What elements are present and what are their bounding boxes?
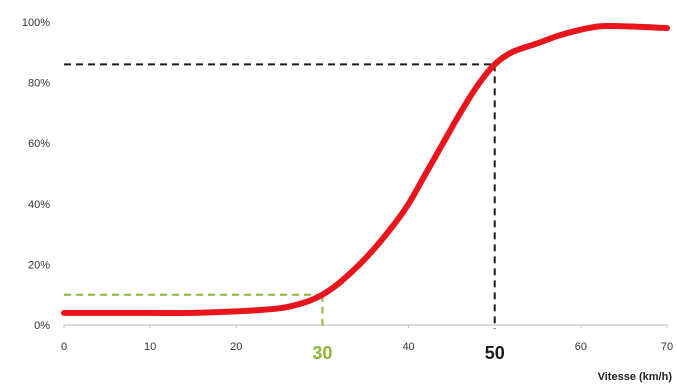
- y-tick-label: 100%: [22, 17, 50, 29]
- x-tick-label: 40: [402, 341, 414, 353]
- x-tick-label: 20: [230, 341, 242, 353]
- x-axis-title: Vitesse (km/h): [598, 371, 673, 383]
- x-tick-label: 70: [661, 341, 673, 353]
- annotation-label: 30: [312, 343, 332, 363]
- series-line: [61, 22, 670, 316]
- x-axis-ticks: 0 10 20 40 60 70: [61, 325, 673, 353]
- annotation-labels: 30 50: [312, 343, 504, 363]
- y-tick-label: 0%: [34, 320, 50, 332]
- y-tick-label: 20%: [28, 259, 50, 271]
- guide-lines: [64, 63, 496, 329]
- y-tick-label: 80%: [28, 78, 50, 90]
- y-tick-label: 60%: [28, 138, 50, 150]
- x-tick-label: 0: [61, 341, 67, 353]
- y-axis-ticks: 0% 20% 40% 60% 80% 100%: [22, 17, 50, 332]
- annotation-label: 50: [485, 343, 505, 363]
- x-tick-label: 10: [144, 341, 156, 353]
- x-tick-label: 60: [575, 341, 587, 353]
- y-tick-label: 40%: [28, 199, 50, 211]
